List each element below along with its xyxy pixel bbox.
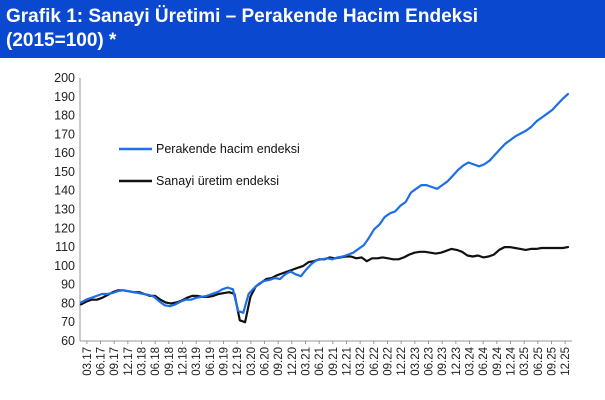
x-tick-label: 03.19 — [191, 347, 203, 376]
y-tick-label: 200 — [54, 71, 75, 85]
x-tick-label: 09.25 — [547, 347, 559, 376]
x-tick-label: 12.17 — [123, 347, 135, 376]
chart-title-line-2: (2015=100) * — [6, 30, 117, 51]
x-tick-label: 06.18 — [150, 347, 162, 376]
x-tick-label: 09.18 — [164, 347, 176, 376]
x-tick-label: 12.18 — [178, 347, 190, 376]
x-tick-label: 09.23 — [437, 347, 449, 376]
legend: Perakende hacim endeksi Sanayi üretim end… — [119, 142, 300, 188]
x-tick-label: 09.22 — [383, 347, 395, 376]
y-tick-label: 130 — [54, 203, 75, 217]
x-tick-label: 03.18 — [137, 347, 149, 376]
y-tick-label: 110 — [55, 240, 75, 254]
x-tick-label: 12.24 — [506, 346, 518, 375]
x-tick-label: 06.19 — [205, 347, 217, 376]
x-tick-label: 12.22 — [396, 347, 408, 376]
axes — [79, 78, 572, 344]
x-tick-label: 12.21 — [342, 347, 354, 376]
x-tick-label: 06.24 — [478, 346, 490, 375]
y-tick-labels: 60 70 80 90 100 110 120 130 140 150 160 170 180 190 20… — [54, 71, 75, 348]
legend-label: Sanayi üretim endeksi — [156, 174, 279, 188]
series-line-perakende — [79, 92, 570, 314]
y-tick-label: 60 — [61, 334, 75, 348]
x-tick-label: 03.25 — [519, 347, 531, 376]
y-tick-label: 80 — [61, 296, 75, 310]
y-tick-label: 160 — [54, 146, 75, 160]
x-tick-label: 03.23 — [410, 347, 422, 376]
x-tick-label: 06.21 — [314, 347, 326, 376]
x-tick-label: 03.17 — [82, 347, 94, 376]
x-tick-label: 12.19 — [232, 347, 244, 376]
y-tick-label: 140 — [54, 184, 75, 198]
x-tick-label: 06.20 — [260, 347, 272, 376]
x-tick-label: 06.17 — [96, 347, 108, 376]
y-tick-label: 180 — [54, 109, 75, 123]
x-tick-label: 12.20 — [287, 347, 299, 376]
x-tick-label: 09.20 — [273, 347, 285, 376]
x-tick-label: 06.22 — [369, 347, 381, 376]
x-tick-label: 06.25 — [533, 347, 545, 376]
x-tick-label: 03.24 — [465, 346, 477, 375]
y-tick-label: 150 — [54, 165, 75, 179]
y-tick-label: 90 — [61, 278, 75, 292]
title-bar: Grafik 1: Sanayi Üretimi – Perakende Hac… — [0, 0, 605, 58]
x-tick-labels: 03.17 06.17 09.17 12.17 03.18 06.18 09.18 12.18… — [82, 346, 572, 375]
x-tick-label: 06.23 — [424, 347, 436, 376]
y-tick-label: 190 — [54, 90, 75, 104]
y-tick-label: 170 — [54, 127, 75, 141]
x-tick-label: 09.17 — [109, 347, 121, 376]
legend-label: Perakende hacim endeksi — [156, 142, 300, 156]
series-lines — [79, 92, 570, 324]
x-tick-label: 03.21 — [301, 347, 313, 376]
y-tick-label: 70 — [61, 315, 75, 329]
y-tick-label: 120 — [54, 221, 75, 235]
x-tick-label: 09.24 — [492, 346, 504, 375]
y-tick-label: 100 — [54, 259, 75, 273]
x-tick-label: 09.21 — [328, 347, 340, 376]
x-tick-label: 03.20 — [246, 347, 258, 376]
x-tick-label: 12.25 — [560, 347, 572, 376]
x-tick-label: 12.23 — [451, 347, 463, 376]
x-tick-label: 03.22 — [355, 347, 367, 376]
chart-title-line-1: Grafik 1: Sanayi Üretimi – Perakende Hac… — [6, 6, 479, 27]
x-tick-label: 09.19 — [219, 347, 231, 376]
